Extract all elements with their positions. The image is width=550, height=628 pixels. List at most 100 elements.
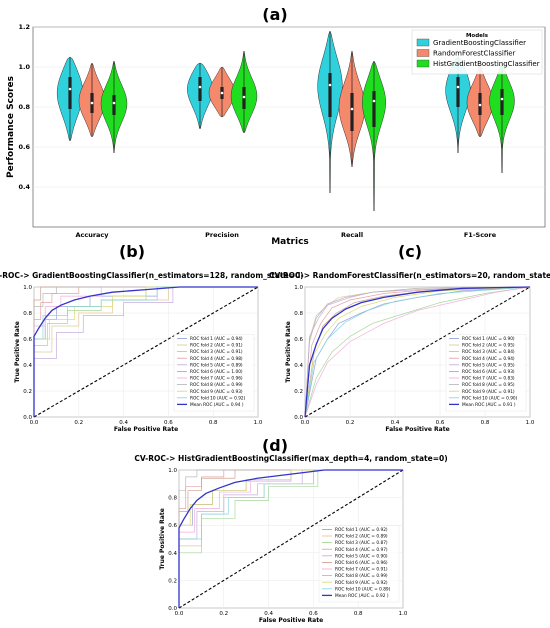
violin-y-tick-label: 0.4 <box>18 183 30 191</box>
roc-x-tick-label: 0.2 <box>346 420 355 426</box>
violin-x-axis-label: Matrics <box>271 237 309 247</box>
roc-legend-entry: ROC fold 4 (AUC = 0.94) <box>462 356 515 362</box>
violin-iqr-box <box>350 93 354 131</box>
roc-legend: ROC fold 1 (AUC = 0.92)ROC fold 2 (AUC =… <box>318 525 400 603</box>
panel-label-d: (d) <box>262 436 288 455</box>
roc-legend-entry: ROC fold 3 (AUC = 0.84) <box>462 349 515 355</box>
roc-legend-entry: ROC fold 1 (AUC = 0.92) <box>335 527 388 533</box>
roc-legend-entry: Mean ROC (AUC = 0.94 ) <box>190 402 244 408</box>
violin-legend-title: Models <box>466 33 489 39</box>
violin-y-tick-label: 1.0 <box>18 63 30 71</box>
roc-chance-line <box>178 469 404 609</box>
roc-x-tick-label: 0.2 <box>219 611 228 617</box>
roc-y-tick-label: 0.8 <box>168 496 177 502</box>
violin-median-dot <box>372 99 376 103</box>
roc-fold-curve <box>178 469 403 608</box>
roc-legend-entry: ROC fold 7 (AUC = 0.83) <box>462 376 515 382</box>
violin-y-tick-label: 0.8 <box>18 103 30 111</box>
roc-mean-curve <box>178 469 403 608</box>
roc-x-tick-label: 1.0 <box>399 611 408 617</box>
roc-fold-curve <box>304 286 531 418</box>
panel-label-b: (b) <box>119 242 145 261</box>
violin-y-tick-label: 0.6 <box>18 143 30 151</box>
roc-fold-curve <box>178 469 403 608</box>
violin-legend-swatch <box>416 49 430 57</box>
roc-title: CV-ROC-> GradientBoostingClassifier(n_es… <box>0 271 304 280</box>
roc-legend-entry: ROC fold 9 (AUC = 0.91) <box>462 389 515 395</box>
roc-legend-entry: ROC fold 1 (AUC = 0.94) <box>190 336 243 342</box>
roc-x-axis-label: False Positive Rate <box>114 426 178 433</box>
roc-legend-entry: ROC fold 7 (AUC = 0.91) <box>335 567 388 573</box>
roc-y-tick-label: 0.4 <box>294 363 303 369</box>
roc-y-tick-label: 0.6 <box>294 337 303 343</box>
roc-y-tick-label: 0.2 <box>23 389 32 395</box>
violin-legend-entry: HistGradientBoostingClassifier <box>433 60 540 68</box>
roc-legend-entry: ROC fold 8 (AUC = 0.99) <box>190 382 243 388</box>
roc-legend-entry: ROC fold 10 (AUC = 0.92) <box>190 395 246 401</box>
roc-legend-frame <box>173 334 255 412</box>
roc-legend-entry: ROC fold 9 (AUC = 0.93) <box>190 389 243 395</box>
violin-iqr-box <box>500 89 504 115</box>
panel-label-a: (a) <box>262 5 287 24</box>
violin-y-axis-label: Performance Scores <box>6 76 16 178</box>
roc-legend-entry: ROC fold 6 (AUC = 0.96) <box>335 560 388 566</box>
roc-legend-frame <box>445 334 527 412</box>
roc-x-tick-label: 0.0 <box>30 420 39 426</box>
roc-legend-entry: Mean ROC (AUC = 0.91 ) <box>462 402 516 408</box>
violin-median-dot <box>328 83 332 87</box>
roc-legend-entry: ROC fold 6 (AUC = 0.93) <box>462 369 515 375</box>
roc-y-axis-label: True Positive Rate <box>159 508 166 570</box>
roc-y-tick-label: 1.0 <box>294 285 303 291</box>
roc-y-tick-label: 1.0 <box>168 468 177 474</box>
roc-x-tick-label: 0.2 <box>74 420 83 426</box>
roc-legend-entry: ROC fold 2 (AUC = 0.95) <box>462 343 515 349</box>
roc-y-tick-label: 0.8 <box>23 311 32 317</box>
roc-legend-entry: ROC fold 5 (AUC = 0.95) <box>462 362 515 368</box>
roc-y-tick-label: 0.0 <box>23 415 32 421</box>
violin-legend-swatch <box>416 59 430 68</box>
roc-x-tick-label: 0.8 <box>354 611 363 617</box>
roc-legend-entry: ROC fold 7 (AUC = 0.96) <box>190 376 243 382</box>
roc-legend-entry: ROC fold 6 (AUC = 1.00) <box>190 369 243 375</box>
roc-legend: ROC fold 1 (AUC = 0.90)ROC fold 2 (AUC =… <box>445 334 527 412</box>
roc-chance-line <box>304 286 531 418</box>
roc-legend-entry: ROC fold 4 (AUC = 0.98) <box>190 356 243 362</box>
roc-x-axis-label: False Positive Rate <box>259 617 323 624</box>
roc-mean-curve <box>304 286 531 418</box>
roc-x-tick-label: 0.0 <box>301 420 310 426</box>
violin-legend-entry: RandomForestClassifier <box>433 50 516 58</box>
roc-legend-entry: ROC fold 8 (AUC = 0.99) <box>335 573 388 579</box>
roc-x-axis-label: False Positive Rate <box>385 426 449 433</box>
roc-legend-entry: ROC fold 9 (AUC = 0.92) <box>335 580 388 586</box>
roc-fold-curve <box>33 286 258 417</box>
roc-fold-curve <box>304 286 531 418</box>
violin-median-dot <box>242 95 246 99</box>
violin-category-label: Accuracy <box>75 231 109 239</box>
roc-legend-entry: Mean ROC (AUC = 0.92 ) <box>335 593 389 599</box>
roc-y-tick-label: 0.2 <box>168 578 177 584</box>
roc-y-axis-label: True Positive Rate <box>14 321 21 383</box>
violin-median-dot <box>68 87 72 91</box>
violin-iqr-box <box>328 73 332 117</box>
violin-legend-entry: GradientBoostingClassifier <box>433 39 526 47</box>
violin-iqr-box <box>112 95 116 115</box>
roc-x-tick-label: 0.6 <box>309 611 318 617</box>
violin-iqr-box <box>372 91 376 127</box>
violin-median-dot <box>456 85 460 89</box>
roc-x-tick-label: 1.0 <box>254 420 263 426</box>
violin-median-dot <box>112 101 116 105</box>
roc-y-tick-label: 0.4 <box>168 551 177 557</box>
roc-fold-curve <box>304 286 531 418</box>
roc-fold-curve <box>33 286 258 417</box>
violin-category-label: Recall <box>341 231 363 239</box>
roc-fold-curve <box>304 286 531 418</box>
violin-panel: (a) 0.4 0.6 0.8 1.0 1.2 Performance Scores Matr… <box>6 5 546 247</box>
violin-legend-frame <box>411 29 543 75</box>
roc-legend-entry: ROC fold 3 (AUC = 0.91) <box>190 349 243 355</box>
violin-median-dot <box>500 97 504 101</box>
roc-mean-curve <box>33 286 258 417</box>
violin-iqr-box <box>68 77 72 109</box>
roc-y-tick-label: 1.0 <box>23 285 32 291</box>
violin-iqr-box <box>198 77 202 101</box>
roc-x-tick-label: 0.4 <box>264 611 273 617</box>
